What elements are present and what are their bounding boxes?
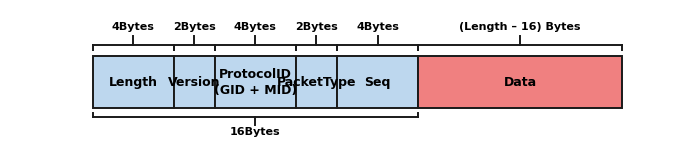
- Text: ProtocolID
(GID + MID): ProtocolID (GID + MID): [214, 68, 297, 96]
- Bar: [215, 56, 296, 108]
- Bar: [296, 56, 337, 108]
- Text: 2Bytes: 2Bytes: [295, 23, 338, 32]
- Text: 16Bytes: 16Bytes: [230, 127, 281, 137]
- Bar: [418, 56, 622, 108]
- Text: PacketType: PacketType: [277, 76, 356, 89]
- Text: (Length – 16) Bytes: (Length – 16) Bytes: [459, 23, 581, 32]
- Bar: [93, 56, 174, 108]
- Text: Seq: Seq: [365, 76, 391, 89]
- Text: 4Bytes: 4Bytes: [112, 23, 155, 32]
- Text: Data: Data: [503, 76, 537, 89]
- Text: Version: Version: [168, 76, 220, 89]
- Bar: [174, 56, 215, 108]
- Text: 4Bytes: 4Bytes: [234, 23, 277, 32]
- Text: 4Bytes: 4Bytes: [356, 23, 399, 32]
- Bar: [337, 56, 418, 108]
- Text: Length: Length: [109, 76, 158, 89]
- Text: 2Bytes: 2Bytes: [173, 23, 215, 32]
